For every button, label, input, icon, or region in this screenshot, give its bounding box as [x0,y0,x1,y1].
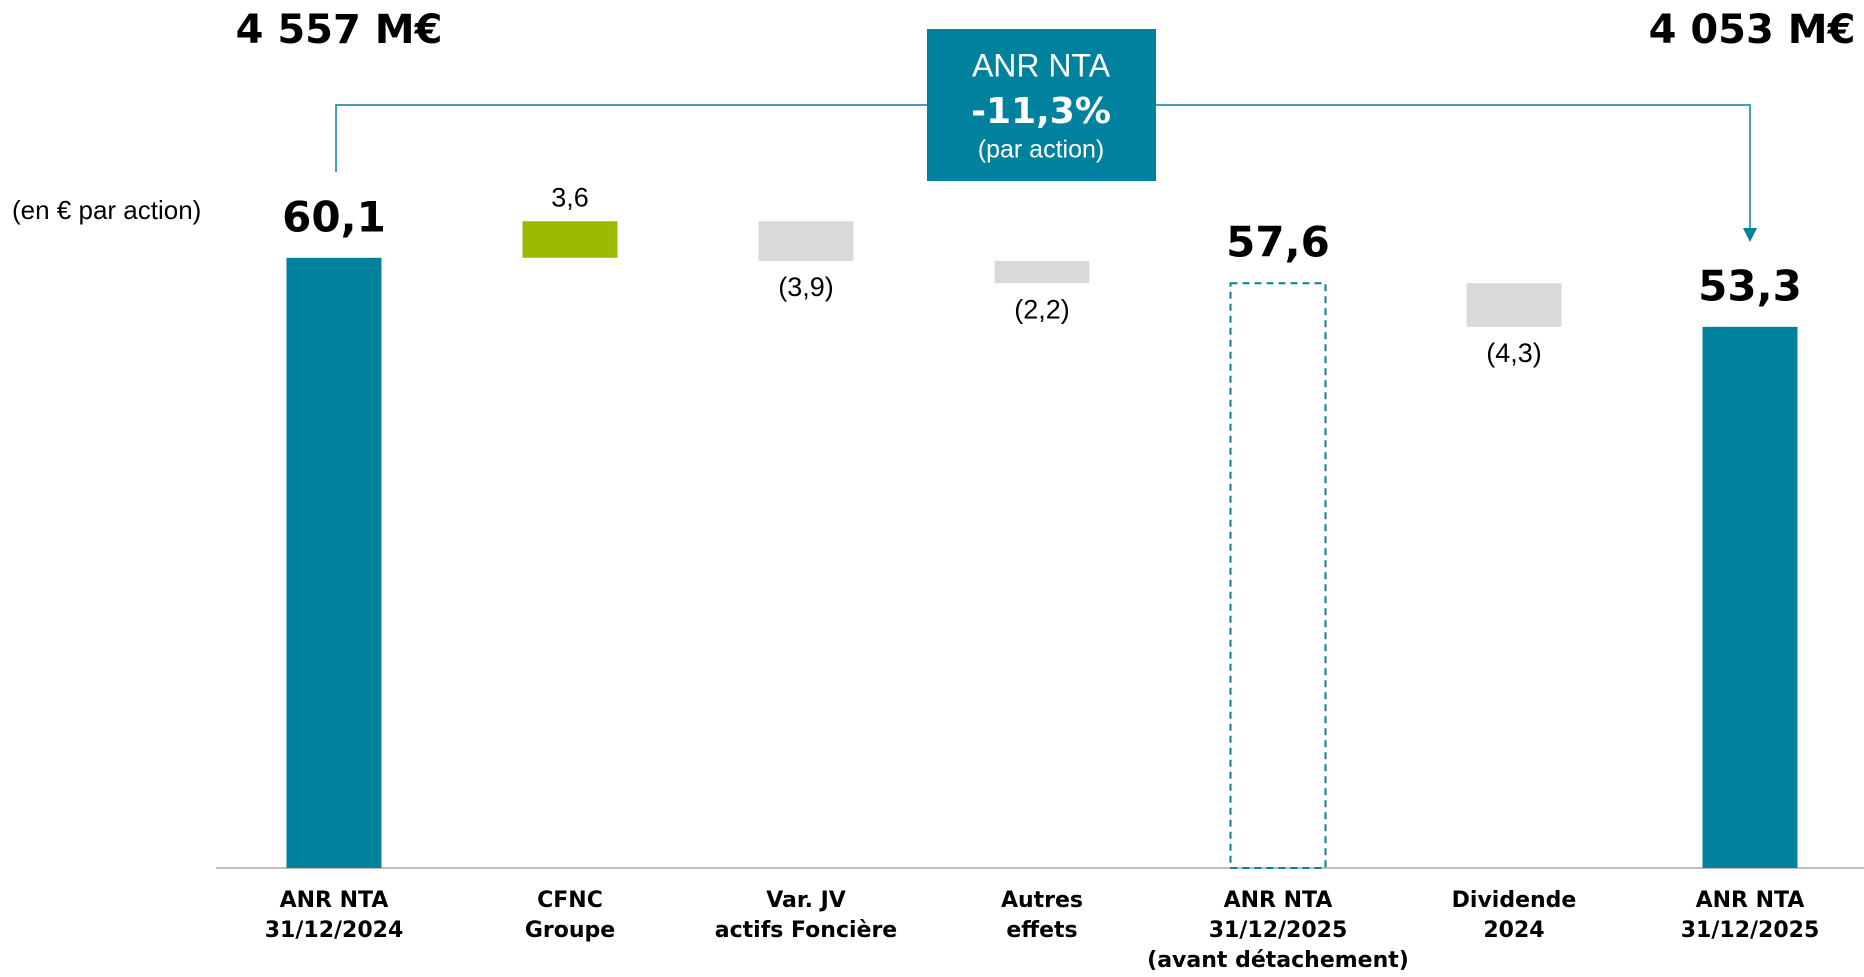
bar [286,257,382,868]
unit-label: (en € par action) [12,195,201,225]
x-tick-line: CFNC [537,888,603,913]
x-tick-label: ANR NTA 31/12/2025 (avant détachement) [1147,888,1409,973]
x-tick-line: Autres [1001,888,1083,913]
box-note: (par action) [978,136,1104,164]
x-tick-label: Var. JV actifs Foncière [715,888,897,943]
x-tick-line: Var. JV [766,888,846,913]
bar [994,260,1090,284]
value-label: (4,3) [1486,338,1542,368]
x-tick-label: Dividende 2024 [1452,888,1577,943]
bar [522,221,618,258]
x-tick-line: (avant détachement) [1147,948,1409,973]
bar [1466,283,1562,327]
bar [1702,326,1798,868]
arrow-head [1743,228,1757,242]
value-label: (2,2) [1014,294,1070,324]
x-tick-line: 31/12/2024 [265,918,404,943]
box-title: ANR NTA [972,47,1111,83]
x-tick-line: 31/12/2025 [1209,918,1348,943]
x-tick-line: 2024 [1483,918,1544,943]
annotation: 4 557 M€ [236,7,443,53]
annotation: 4 053 M€ [1649,7,1856,53]
connector [335,104,927,172]
value-label: 60,1 [282,192,386,241]
value-label: 57,6 [1226,218,1330,267]
value-label: 53,3 [1698,261,1802,310]
x-tick-label: Autres effets [1001,888,1083,943]
x-tick-line: effets [1006,918,1077,943]
x-tick-line: ANR NTA [1696,888,1805,913]
x-tick-line: Dividende [1452,888,1577,913]
x-tick-line: ANR NTA [280,888,389,913]
x-tick-label: ANR NTA 31/12/2024 [265,888,404,943]
value-label: (3,9) [778,272,834,302]
x-tick-line: Groupe [525,918,615,943]
x-tick-line: ANR NTA [1224,888,1333,913]
box-change: -11,3% [971,91,1111,132]
value-label: 3,6 [551,182,589,212]
x-tick-label: CFNC Groupe [525,888,615,943]
change-box [927,29,1156,181]
bar [1229,282,1327,869]
connector [1156,104,1751,228]
x-tick-label: ANR NTA 31/12/2025 [1681,888,1820,943]
x-tick-line: actifs Foncière [715,918,897,943]
x-tick-line: 31/12/2025 [1681,918,1820,943]
bar [758,221,854,261]
